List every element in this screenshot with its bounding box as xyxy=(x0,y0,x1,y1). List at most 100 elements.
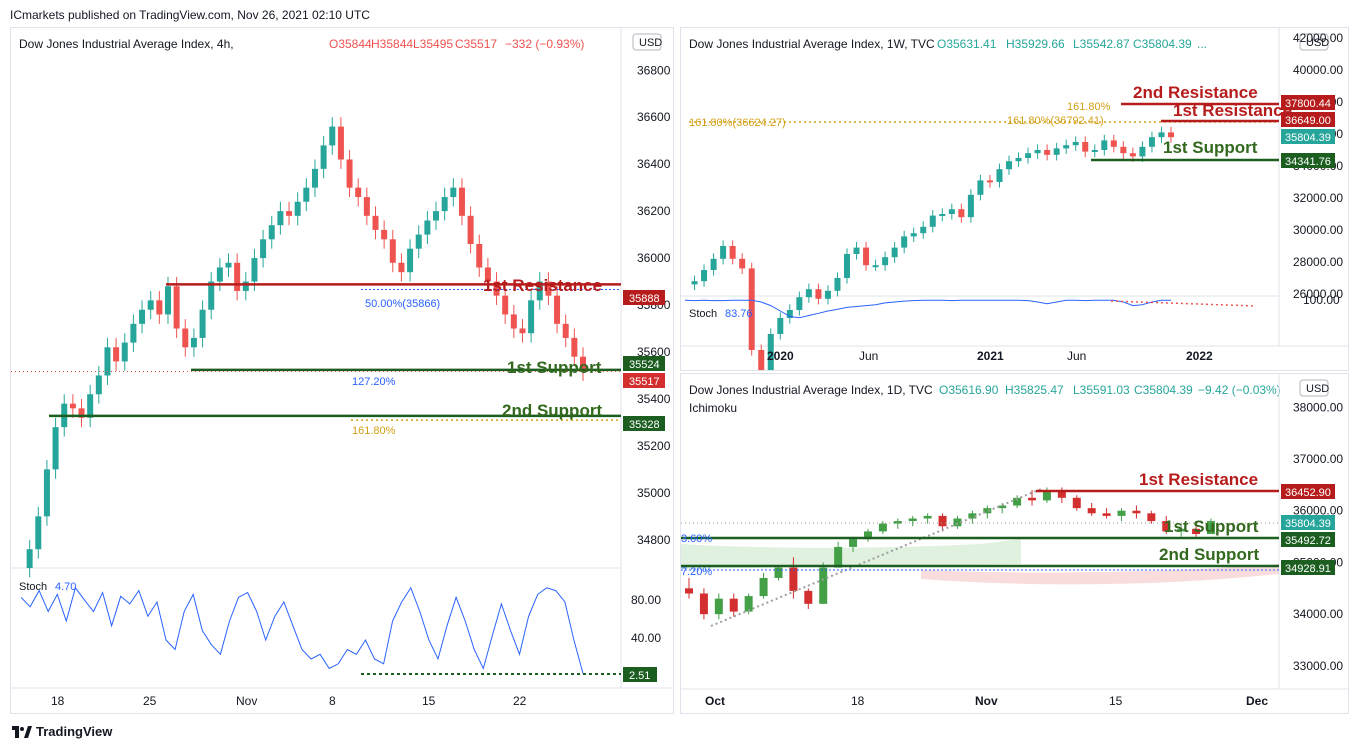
price-tag-35328: 35328 xyxy=(623,416,665,431)
currency-label-1w: USD xyxy=(1306,37,1329,49)
candle-body xyxy=(701,270,708,282)
price-tag-35517: 35517 xyxy=(623,373,665,388)
candle-body xyxy=(1091,150,1098,152)
candle-body xyxy=(789,567,798,591)
candle-body xyxy=(1177,528,1186,532)
stoch-tick-80: 80.00 xyxy=(631,593,661,607)
time-axis-ticks-1w: 2020 Jun 2021 Jun 2022 xyxy=(767,349,1213,363)
fib-label-1d-a: 3.60% xyxy=(681,533,712,545)
currency-badge-1d[interactable] xyxy=(1299,379,1329,397)
stoch-label-1w: Stoch xyxy=(689,308,717,320)
chart-4h-ohlc-l: L35495 xyxy=(413,37,453,51)
stoch-line-1w xyxy=(684,299,1172,319)
stoch-tag: 2.51 xyxy=(623,667,657,682)
candle-body xyxy=(277,211,284,226)
chart-4h-ohlc-chg: −332 (−0.93%) xyxy=(505,37,584,51)
candle-body xyxy=(901,236,908,248)
candle-body xyxy=(424,220,431,235)
price-axis-ticks-1d: 38000.0037000.0036000.0035000.0034000.00… xyxy=(1293,400,1343,673)
chart-1w-svg[interactable]: Dow Jones Industrial Average Index, 1W, … xyxy=(681,28,1348,380)
candle-body xyxy=(234,262,241,291)
price-axis-ticks: 3480035000352003540035600358003600036200… xyxy=(637,63,671,547)
candle-body xyxy=(139,309,146,324)
candle-body xyxy=(329,126,336,146)
candle-body xyxy=(729,598,738,612)
candle-body xyxy=(363,197,370,216)
y-tick-label: 38000.00 xyxy=(1293,400,1343,414)
candle-body xyxy=(872,265,879,268)
chart-1w-ohlc-l: L35542.87 xyxy=(1073,37,1130,51)
svg-text:35888: 35888 xyxy=(629,293,660,305)
candle-body xyxy=(685,588,693,594)
chart-4h-ohlc-h: H35844 xyxy=(371,37,413,51)
candle-body xyxy=(1063,145,1070,149)
candle-body xyxy=(372,215,379,230)
stoch-dotted-1w xyxy=(1110,300,1257,307)
chart-1d-ohlc-o: O35616.90 xyxy=(939,383,999,397)
candle-body xyxy=(320,145,327,169)
candle-body xyxy=(1013,497,1022,506)
level-label-2nd-support-1d: 2nd Support xyxy=(1159,545,1259,564)
chart-1w-panel[interactable]: Dow Jones Industrial Average Index, 1W, … xyxy=(680,27,1349,380)
y-tick-label: 35200 xyxy=(637,439,671,453)
candle-body xyxy=(52,427,59,470)
y-tick-label: 28000.00 xyxy=(1293,255,1343,269)
candle-body xyxy=(739,258,746,269)
tradingview-logo[interactable]: TradingView xyxy=(12,724,112,739)
candle-body xyxy=(182,328,189,348)
chart-1d-panel[interactable]: Dow Jones Industrial Average Index, 1D, … xyxy=(680,373,1349,714)
y-tick-label: 34800 xyxy=(637,533,671,547)
candle-body xyxy=(891,247,898,258)
price-tag-35804-1d: 35804.39 xyxy=(1281,515,1335,530)
stoch-value-1w: 83.76 xyxy=(725,308,753,320)
candle-body xyxy=(130,323,137,343)
candle-body xyxy=(251,258,258,282)
candle-body xyxy=(355,187,362,198)
x-tick-label: Nov xyxy=(975,694,998,708)
y-tick-label: 42000.00 xyxy=(1293,31,1343,45)
candle-body xyxy=(1006,161,1012,170)
chart-1d-svg[interactable]: Dow Jones Industrial Average Index, 1D, … xyxy=(681,374,1348,713)
chart-4h-panel[interactable]: Dow Jones Industrial Average Index, 4h, … xyxy=(10,27,674,714)
chart-1w-ohlc-chg: ... xyxy=(1197,37,1207,51)
level-label-1st-resistance-1w: 1st Resistance xyxy=(1173,101,1292,120)
svg-text:35328: 35328 xyxy=(629,419,660,431)
candle-body xyxy=(78,408,85,418)
candle-body xyxy=(493,281,500,296)
candle-body xyxy=(580,356,586,372)
candle-body xyxy=(398,262,405,273)
candle-body xyxy=(786,310,793,318)
candle-body xyxy=(190,337,197,348)
fib-label-50: 50.00%(35866) xyxy=(365,298,440,310)
chart-4h-svg[interactable]: Dow Jones Industrial Average Index, 4h, … xyxy=(11,28,673,713)
x-tick-label: Oct xyxy=(705,694,725,708)
svg-text:34928.91: 34928.91 xyxy=(1285,563,1331,575)
candle-body xyxy=(407,248,414,273)
candle-body xyxy=(908,518,917,522)
candle-body xyxy=(545,281,552,296)
y-tick-label: 34000.00 xyxy=(1293,607,1343,621)
candle-body xyxy=(939,214,946,216)
chart-4h-title: Dow Jones Industrial Average Index, 4h, xyxy=(19,37,234,51)
candle-body xyxy=(1117,510,1126,516)
stoch-line xyxy=(20,586,584,674)
candle-body xyxy=(1034,150,1041,154)
candle-body xyxy=(121,342,128,362)
stoch-label: Stoch xyxy=(19,581,47,593)
candle-body xyxy=(104,347,111,376)
candle-body xyxy=(691,281,698,285)
candle-body xyxy=(923,515,932,519)
currency-badge[interactable] xyxy=(632,33,662,51)
candle-body xyxy=(303,187,310,202)
y-tick-label: 32000.00 xyxy=(1293,191,1343,205)
chart-1d-candles xyxy=(685,487,1215,620)
currency-badge-1w[interactable] xyxy=(1299,33,1329,51)
candle-body xyxy=(878,523,887,532)
candle-body xyxy=(824,290,831,299)
candle-body xyxy=(1042,490,1051,501)
candle-body xyxy=(767,334,774,374)
svg-text:37800.44: 37800.44 xyxy=(1285,98,1331,110)
candle-body xyxy=(910,233,917,237)
level-label-2nd-support: 2nd Support xyxy=(502,401,602,420)
candle-body xyxy=(1025,153,1032,158)
